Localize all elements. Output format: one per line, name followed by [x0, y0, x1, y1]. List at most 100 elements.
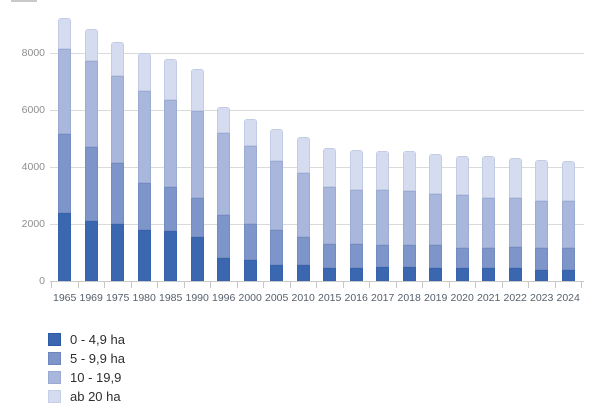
bar-segment-2000-size-10-19-9: [243, 145, 257, 224]
legend-label-size-0-4-9-ha: 0 - 4,9 ha: [70, 332, 125, 347]
x-axis-label-2024: 2024: [556, 292, 580, 304]
bar-segment-2005-size-0-4-9-ha: [270, 265, 284, 281]
bar-segment-1965-size-10-19-9: [58, 49, 72, 135]
bar-segment-1990-size-10-19-9: [190, 111, 204, 199]
bar-segment-1996-size-10-19-9: [217, 132, 231, 216]
bar-segment-2020-size-0-4-9-ha: [455, 268, 469, 281]
bar-segment-1990-size-5-9-9-ha: [190, 198, 204, 237]
bar-segment-2005-size-ab-20-ha: [270, 128, 284, 162]
x-axis-tick: [130, 282, 132, 288]
legend-item-size-10-19-9[interactable]: 10 - 19,9: [48, 371, 125, 384]
bar-2023: [535, 159, 549, 281]
bar-2017: [376, 151, 390, 281]
bar-segment-2021-size-0-4-9-ha: [482, 268, 496, 281]
legend: 0 - 4,9 ha 5 - 9,9 ha 10 - 19,9 ab 20 ha: [48, 333, 125, 409]
x-axis-tick: [448, 282, 450, 288]
x-axis-label-2022: 2022: [503, 292, 527, 304]
bar-segment-2021-size-ab-20-ha: [482, 155, 496, 199]
bar-segment-2019-size-0-4-9-ha: [429, 268, 443, 281]
bar-segment-1996-size-5-9-9-ha: [217, 215, 231, 259]
y-axis-label-4000: 4000: [21, 161, 45, 173]
bar-segment-2018-size-5-9-9-ha: [402, 245, 416, 267]
bar-segment-2016-size-ab-20-ha: [349, 149, 363, 190]
bar-1975: [111, 41, 125, 281]
legend-item-size-0-4-9-ha[interactable]: 0 - 4,9 ha: [48, 333, 125, 346]
bar-segment-2005-size-5-9-9-ha: [270, 229, 284, 266]
bar-segment-1975-size-5-9-9-ha: [111, 162, 125, 224]
bar-segment-2019-size-10-19-9: [429, 194, 443, 246]
bar-segment-1969-size-ab-20-ha: [84, 28, 98, 61]
gridline-4000: [50, 167, 584, 168]
bar-segment-1965-size-ab-20-ha: [58, 18, 72, 50]
bar-segment-2022-size-ab-20-ha: [508, 158, 522, 199]
bar-segment-2010-size-5-9-9-ha: [296, 236, 310, 266]
x-axis-label-2000: 2000: [238, 292, 262, 304]
legend-item-size-ab-20-ha[interactable]: ab 20 ha: [48, 390, 125, 403]
x-axis-tick: [263, 282, 265, 288]
bar-segment-1980-size-5-9-9-ha: [137, 182, 151, 230]
bar-segment-1996-size-0-4-9-ha: [217, 258, 231, 281]
bar-segment-1975-size-0-4-9-ha: [111, 223, 125, 281]
bar-segment-2020-size-ab-20-ha: [455, 155, 469, 196]
bar-segment-1980-size-ab-20-ha: [137, 53, 151, 92]
bar-2015: [323, 148, 337, 281]
bar-segment-1975-size-10-19-9: [111, 75, 125, 163]
x-axis-label-2015: 2015: [318, 292, 342, 304]
bar-segment-2000-size-ab-20-ha: [243, 118, 257, 146]
bar-segment-1980-size-10-19-9: [137, 91, 151, 183]
bar-segment-1985-size-0-4-9-ha: [164, 231, 178, 281]
bar-segment-2022-size-5-9-9-ha: [508, 246, 522, 269]
bar-2020: [455, 155, 469, 281]
bar-segment-2022-size-10-19-9: [508, 198, 522, 247]
bar-segment-2000-size-0-4-9-ha: [243, 259, 257, 281]
bar-segment-2021-size-5-9-9-ha: [482, 248, 496, 269]
bar-segment-2023-size-5-9-9-ha: [535, 248, 549, 270]
bar-segment-2005-size-10-19-9: [270, 161, 284, 230]
bar-segment-1969-size-10-19-9: [84, 60, 98, 148]
bar-segment-2023-size-0-4-9-ha: [535, 269, 549, 281]
bar-1990: [190, 69, 204, 281]
bar-2024: [561, 161, 575, 281]
bar-segment-2024-size-10-19-9: [561, 201, 575, 249]
x-axis-tick: [77, 282, 79, 288]
legend-item-size-5-9-9-ha[interactable]: 5 - 9,9 ha: [48, 352, 125, 365]
bar-segment-2024-size-0-4-9-ha: [561, 269, 575, 281]
x-axis-line: [50, 281, 584, 282]
bar-segment-1985-size-5-9-9-ha: [164, 186, 178, 232]
legend-swatch-size-10-19-9: [48, 371, 61, 384]
bar-2021: [482, 155, 496, 281]
x-axis-tick: [369, 282, 371, 288]
bar-segment-2015-size-0-4-9-ha: [323, 268, 337, 281]
bar-segment-2021-size-10-19-9: [482, 198, 496, 249]
x-axis-label-2005: 2005: [265, 292, 289, 304]
bar-2022: [508, 158, 522, 281]
bar-2010: [296, 137, 310, 281]
x-axis-label-2010: 2010: [291, 292, 315, 304]
y-axis-label-2000: 2000: [21, 218, 45, 230]
bar-segment-2016-size-5-9-9-ha: [349, 243, 363, 269]
bar-segment-1990-size-ab-20-ha: [190, 69, 204, 112]
bar-segment-2016-size-0-4-9-ha: [349, 268, 363, 281]
x-axis-tick: [289, 282, 291, 288]
bar-segment-2023-size-ab-20-ha: [535, 159, 549, 202]
bar-segment-2019-size-5-9-9-ha: [429, 245, 443, 269]
bar-segment-2018-size-10-19-9: [402, 191, 416, 246]
bar-segment-2015-size-10-19-9: [323, 186, 337, 244]
x-axis-label-1980: 1980: [132, 292, 156, 304]
x-axis-label-2021: 2021: [477, 292, 501, 304]
x-axis-tick: [395, 282, 397, 288]
legend-swatch-size-5-9-9-ha: [48, 352, 61, 365]
gridline-6000: [50, 110, 584, 111]
bar-segment-2020-size-10-19-9: [455, 195, 469, 249]
x-axis-label-2020: 2020: [450, 292, 474, 304]
bar-1969: [84, 28, 98, 281]
x-axis-tick: [104, 282, 106, 288]
x-axis-label-1965: 1965: [53, 292, 77, 304]
bar-segment-2024-size-5-9-9-ha: [561, 248, 575, 270]
x-axis-label-1969: 1969: [79, 292, 103, 304]
x-axis-tick: [528, 282, 530, 288]
bar-1980: [137, 53, 151, 281]
x-axis-label-1990: 1990: [185, 292, 209, 304]
bar-segment-2010-size-0-4-9-ha: [296, 265, 310, 281]
